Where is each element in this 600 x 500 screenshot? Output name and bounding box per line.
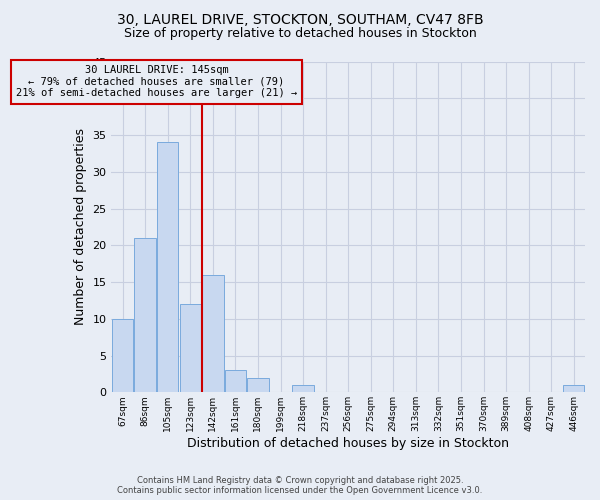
Text: Size of property relative to detached houses in Stockton: Size of property relative to detached ho…: [124, 28, 476, 40]
Bar: [157, 142, 178, 392]
Bar: [292, 385, 314, 392]
Text: 30, LAUREL DRIVE, STOCKTON, SOUTHAM, CV47 8FB: 30, LAUREL DRIVE, STOCKTON, SOUTHAM, CV4…: [116, 12, 484, 26]
Bar: [134, 238, 156, 392]
Text: 30 LAUREL DRIVE: 145sqm
← 79% of detached houses are smaller (79)
21% of semi-de: 30 LAUREL DRIVE: 145sqm ← 79% of detache…: [16, 65, 297, 98]
Bar: [563, 385, 584, 392]
Y-axis label: Number of detached properties: Number of detached properties: [74, 128, 87, 326]
X-axis label: Distribution of detached houses by size in Stockton: Distribution of detached houses by size …: [187, 437, 509, 450]
Bar: [112, 319, 133, 392]
Text: Contains HM Land Registry data © Crown copyright and database right 2025.
Contai: Contains HM Land Registry data © Crown c…: [118, 476, 482, 495]
Bar: [202, 274, 224, 392]
Bar: [179, 304, 201, 392]
Bar: [247, 378, 269, 392]
Bar: [224, 370, 246, 392]
